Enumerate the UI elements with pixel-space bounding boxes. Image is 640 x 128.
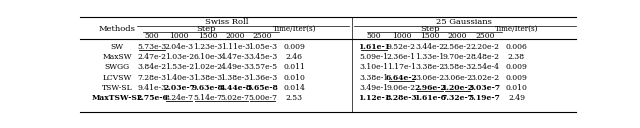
Text: 9.06e-2: 9.06e-2 bbox=[387, 84, 416, 92]
Text: 0.011: 0.011 bbox=[284, 63, 305, 72]
Text: Methods: Methods bbox=[99, 25, 136, 33]
Text: MaxTSW-SL: MaxTSW-SL bbox=[92, 94, 143, 102]
Text: 0.009: 0.009 bbox=[284, 43, 305, 51]
Text: 7.28e-3: 7.28e-3 bbox=[138, 74, 166, 82]
Text: 8.48e-2: 8.48e-2 bbox=[470, 53, 499, 61]
Text: 1.36e-3: 1.36e-3 bbox=[248, 74, 277, 82]
Text: 6.64e-2: 6.64e-2 bbox=[385, 74, 417, 82]
Text: 1.61e-6: 1.61e-6 bbox=[414, 94, 446, 102]
Text: TSW-SL: TSW-SL bbox=[102, 84, 132, 92]
Text: 3.03e-7: 3.03e-7 bbox=[468, 84, 500, 92]
Text: 1.53e-2: 1.53e-2 bbox=[164, 63, 194, 72]
Text: 3.84e-2: 3.84e-2 bbox=[138, 63, 166, 72]
Text: Step: Step bbox=[420, 25, 440, 33]
Text: 3.06e-2: 3.06e-2 bbox=[443, 74, 472, 82]
Text: 1.20e-2: 1.20e-2 bbox=[442, 84, 474, 92]
Text: SWGG: SWGG bbox=[104, 63, 130, 72]
Text: 2.36e-1: 2.36e-1 bbox=[387, 53, 416, 61]
Text: 1.33e-1: 1.33e-1 bbox=[415, 53, 445, 61]
Text: 2000: 2000 bbox=[225, 32, 245, 40]
Text: 3.44e-2: 3.44e-2 bbox=[415, 43, 445, 51]
Text: 5.19e-7: 5.19e-7 bbox=[468, 94, 500, 102]
Text: 3.38e-1: 3.38e-1 bbox=[360, 74, 388, 82]
Text: 2.04e-3: 2.04e-3 bbox=[164, 43, 194, 51]
Text: 0.009: 0.009 bbox=[506, 74, 527, 82]
Text: 2.54e-4: 2.54e-4 bbox=[470, 63, 499, 72]
Text: MaxSW: MaxSW bbox=[102, 53, 132, 61]
Text: 9.52e-2: 9.52e-2 bbox=[387, 43, 416, 51]
Text: 0.010: 0.010 bbox=[284, 74, 305, 82]
Text: 1500: 1500 bbox=[420, 32, 440, 40]
Text: 4.49e-3: 4.49e-3 bbox=[221, 63, 250, 72]
Text: 2.46: 2.46 bbox=[286, 53, 303, 61]
Text: 5.14e-7: 5.14e-7 bbox=[193, 94, 223, 102]
Text: 2500: 2500 bbox=[475, 32, 495, 40]
Text: 1000: 1000 bbox=[392, 32, 411, 40]
Text: 3.65e-8: 3.65e-8 bbox=[246, 84, 278, 92]
Text: 3.02e-2: 3.02e-2 bbox=[470, 74, 499, 82]
Text: 3.58e-3: 3.58e-3 bbox=[443, 63, 472, 72]
Text: 2.20e-2: 2.20e-2 bbox=[470, 43, 499, 51]
Text: 1.05e-3: 1.05e-3 bbox=[248, 43, 277, 51]
Text: 5.02e-7: 5.02e-7 bbox=[221, 94, 250, 102]
Text: 1.23e-3: 1.23e-3 bbox=[193, 43, 223, 51]
Text: 3.45e-3: 3.45e-3 bbox=[248, 53, 277, 61]
Text: 0.009: 0.009 bbox=[506, 63, 527, 72]
Text: 9.63e-8: 9.63e-8 bbox=[192, 84, 224, 92]
Text: Time/Iter(s): Time/Iter(s) bbox=[495, 25, 538, 33]
Text: 1500: 1500 bbox=[198, 32, 218, 40]
Text: 3.57e-5: 3.57e-5 bbox=[248, 63, 277, 72]
Text: 2.47e-2: 2.47e-2 bbox=[138, 53, 166, 61]
Text: 500: 500 bbox=[145, 32, 159, 40]
Text: 1000: 1000 bbox=[170, 32, 189, 40]
Text: 2.38: 2.38 bbox=[508, 53, 525, 61]
Text: 3.10e-1: 3.10e-1 bbox=[360, 63, 388, 72]
Text: 4.47e-3: 4.47e-3 bbox=[221, 53, 250, 61]
Text: 1.38e-3: 1.38e-3 bbox=[193, 74, 223, 82]
Text: LCVSW: LCVSW bbox=[102, 74, 132, 82]
Text: 2000: 2000 bbox=[448, 32, 467, 40]
Text: 6.10e-3: 6.10e-3 bbox=[193, 53, 223, 61]
Text: 2.03e-7: 2.03e-7 bbox=[163, 84, 195, 92]
Text: 0.006: 0.006 bbox=[506, 43, 527, 51]
Text: SW: SW bbox=[111, 43, 124, 51]
Text: 7.32e-7: 7.32e-7 bbox=[442, 94, 474, 102]
Text: 8.24e-7: 8.24e-7 bbox=[164, 94, 194, 102]
Text: 1.03e-2: 1.03e-2 bbox=[164, 53, 194, 61]
Text: 0.010: 0.010 bbox=[506, 84, 527, 92]
Text: 4.44e-8: 4.44e-8 bbox=[220, 84, 252, 92]
Text: 2.56e-2: 2.56e-2 bbox=[443, 43, 472, 51]
Text: 2.75e-6: 2.75e-6 bbox=[136, 94, 168, 102]
Text: Time/Iter(s): Time/Iter(s) bbox=[273, 25, 316, 33]
Text: 1.38e-3: 1.38e-3 bbox=[221, 74, 250, 82]
Text: 5.00e-7: 5.00e-7 bbox=[248, 94, 277, 102]
Text: 9.70e-2: 9.70e-2 bbox=[443, 53, 472, 61]
Text: 1.17e-1: 1.17e-1 bbox=[387, 63, 416, 72]
Text: 2500: 2500 bbox=[253, 32, 272, 40]
Text: 2.96e-2: 2.96e-2 bbox=[414, 84, 446, 92]
Text: 500: 500 bbox=[367, 32, 381, 40]
Text: 3.06e-2: 3.06e-2 bbox=[415, 74, 445, 82]
Text: 5.73e-3: 5.73e-3 bbox=[138, 43, 166, 51]
Text: 3.38e-2: 3.38e-2 bbox=[415, 63, 445, 72]
Text: 8.28e-3: 8.28e-3 bbox=[385, 94, 417, 102]
Text: 25 Gaussians: 25 Gaussians bbox=[436, 18, 492, 26]
Text: 1.02e-2: 1.02e-2 bbox=[193, 63, 223, 72]
Text: 1.12e-1: 1.12e-1 bbox=[358, 94, 390, 102]
Text: 1.61e-1: 1.61e-1 bbox=[358, 43, 390, 51]
Text: 2.53: 2.53 bbox=[285, 94, 303, 102]
Text: 0.014: 0.014 bbox=[284, 84, 305, 92]
Text: Step: Step bbox=[196, 25, 216, 33]
Text: 1.40e-3: 1.40e-3 bbox=[164, 74, 194, 82]
Text: 2.49: 2.49 bbox=[508, 94, 525, 102]
Text: Swiss Roll: Swiss Roll bbox=[205, 18, 248, 26]
Text: 1.11e-3: 1.11e-3 bbox=[221, 43, 250, 51]
Text: 5.09e-1: 5.09e-1 bbox=[360, 53, 388, 61]
Text: 3.49e-1: 3.49e-1 bbox=[360, 84, 388, 92]
Text: 9.41e-3: 9.41e-3 bbox=[138, 84, 166, 92]
